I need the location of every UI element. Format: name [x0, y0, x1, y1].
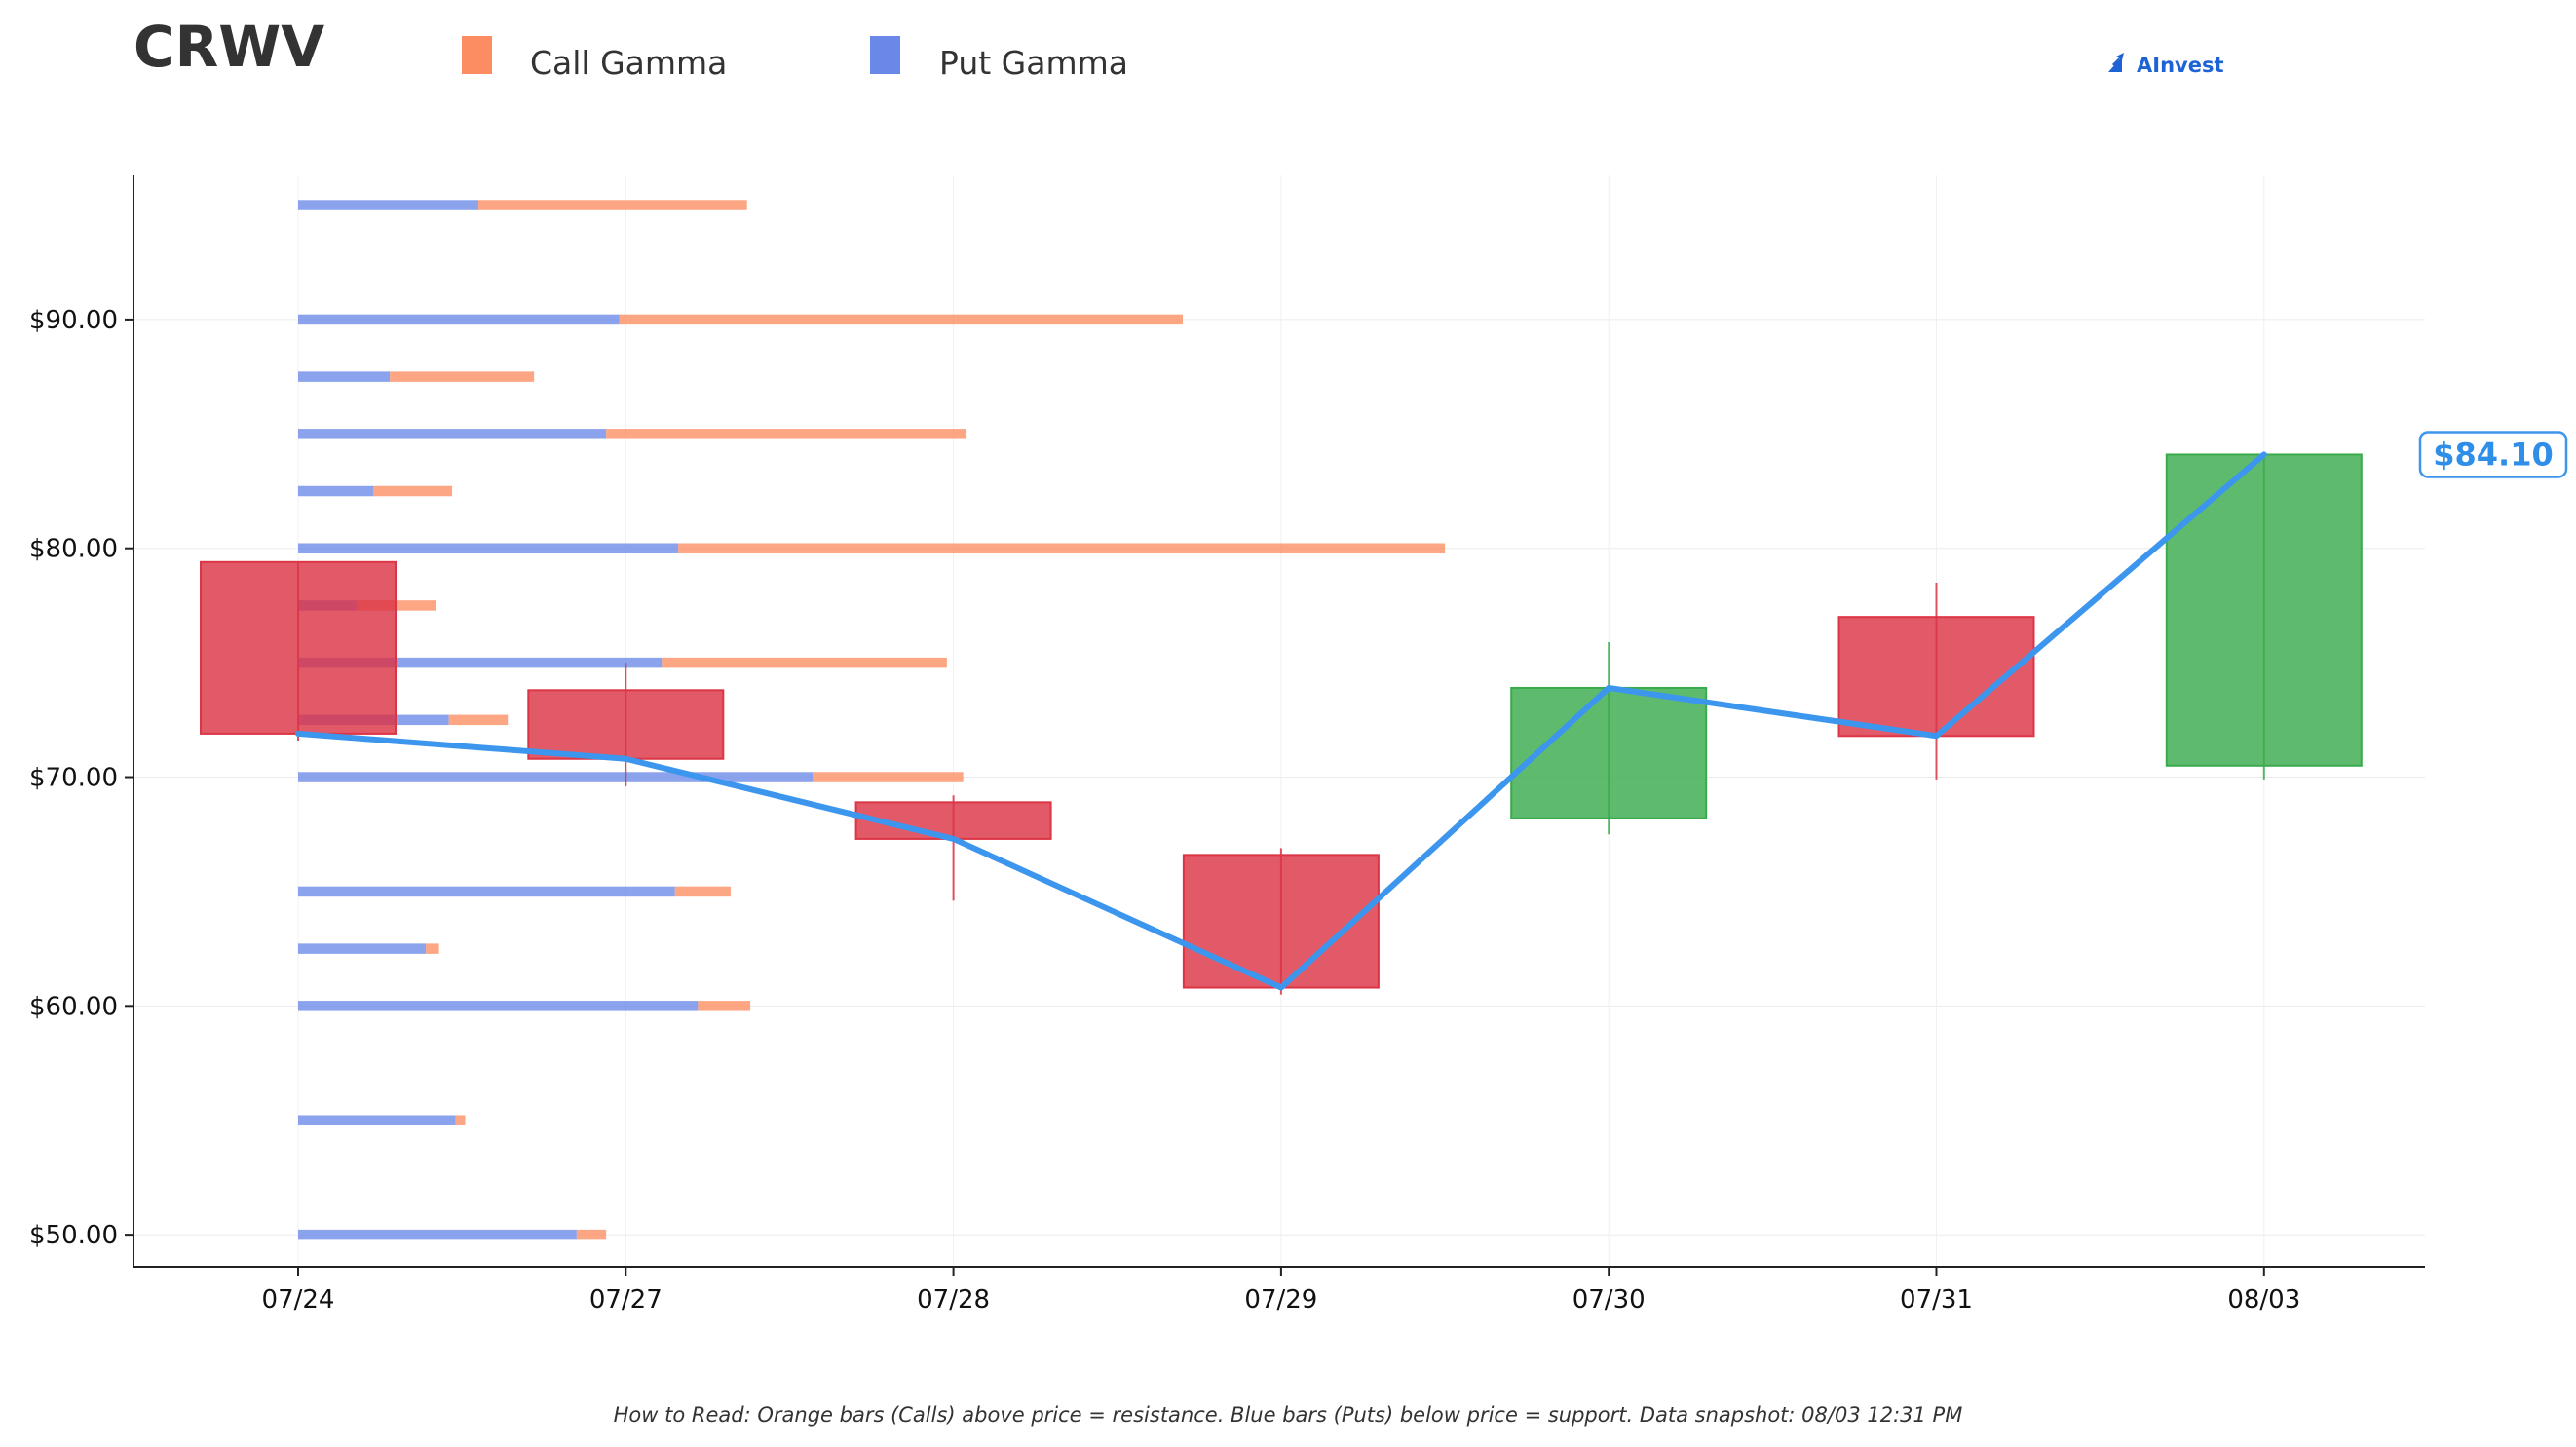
call-gamma-bar-10	[674, 886, 731, 897]
candle-body-0	[200, 560, 397, 735]
chart-title: CRWV	[133, 14, 324, 80]
put-gamma-bar-11	[298, 943, 427, 954]
brand-logo: AInvest	[2108, 53, 2224, 77]
x-tick-label-2: 07/28	[917, 1285, 990, 1314]
candle-body-1	[527, 689, 725, 760]
put-gamma-bar-5	[298, 543, 679, 553]
how-to-read-footnote: How to Read: Orange bars (Calls) above p…	[614, 1403, 1963, 1427]
y-tick-label-1: $60.00	[29, 992, 118, 1021]
last-price-frame	[2418, 431, 2568, 478]
y-tick-label-4: $90.00	[29, 306, 118, 335]
y-tick-label-0: $50.00	[29, 1221, 118, 1250]
put-gamma-bar-3	[298, 429, 607, 439]
call-gamma-legend-swatch	[462, 36, 492, 74]
call-gamma-bar-4	[373, 485, 453, 497]
put-gamma-bar-10	[298, 886, 675, 897]
call-gamma-bar-7	[662, 657, 947, 668]
put-gamma-bar-14	[298, 1229, 577, 1240]
legend: Call Gamma Put Gamma	[462, 36, 1128, 82]
put-gamma-bar-13	[298, 1115, 456, 1125]
x-tick-label-6: 08/03	[2227, 1285, 2300, 1314]
gamma-bars	[298, 200, 1446, 1240]
axes: $50.00 $60.00 $70.00 $80.00 $90.00 07/24 07/27…	[29, 175, 2425, 1314]
brand-arrow-icon	[2112, 53, 2124, 66]
call-gamma-bar-8	[448, 714, 509, 726]
close-price-line-group	[295, 451, 2267, 991]
candle-body-4	[1510, 686, 1708, 819]
put-gamma-bar-1	[298, 314, 620, 325]
call-gamma-legend-label: Call Gamma	[530, 44, 727, 82]
put-gamma-bar-7	[298, 657, 663, 668]
x-tick-label-3: 07/29	[1244, 1285, 1317, 1314]
y-tick-label-2: $70.00	[29, 764, 118, 793]
last-price-box: $84.10	[2418, 431, 2568, 478]
call-gamma-bar-13	[455, 1115, 466, 1125]
call-gamma-bar-5	[678, 543, 1446, 553]
x-tick-label-4: 07/30	[1572, 1285, 1646, 1314]
call-gamma-bar-14	[576, 1229, 607, 1240]
brand-name: AInvest	[2137, 54, 2224, 77]
close-price-line	[295, 451, 2267, 991]
last-price-label: $84.10	[2433, 436, 2553, 473]
put-gamma-bar-2	[298, 371, 391, 382]
call-gamma-bar-11	[426, 943, 439, 954]
put-gamma-legend-swatch	[870, 36, 900, 74]
call-gamma-bar-2	[390, 371, 535, 382]
candle-body-3	[1182, 854, 1380, 989]
y-tick-label-3: $80.00	[29, 535, 118, 564]
put-gamma-legend-label: Put Gamma	[939, 44, 1128, 82]
candle-body-6	[2165, 453, 2363, 767]
put-gamma-bar-9	[298, 772, 813, 782]
put-gamma-bar-12	[298, 1001, 699, 1011]
x-tick-label-5: 07/31	[1900, 1285, 1973, 1314]
call-gamma-bar-3	[606, 429, 967, 439]
call-gamma-bar-9	[812, 772, 964, 782]
put-gamma-bar-4	[298, 485, 374, 497]
candlesticks	[200, 452, 2363, 995]
x-tick-label-0: 07/24	[262, 1285, 335, 1314]
x-tick-label-1: 07/27	[589, 1285, 663, 1314]
call-gamma-bar-0	[477, 200, 747, 210]
put-gamma-bar-0	[298, 200, 478, 210]
call-gamma-bar-12	[698, 1001, 751, 1011]
call-gamma-bar-1	[619, 314, 1184, 325]
